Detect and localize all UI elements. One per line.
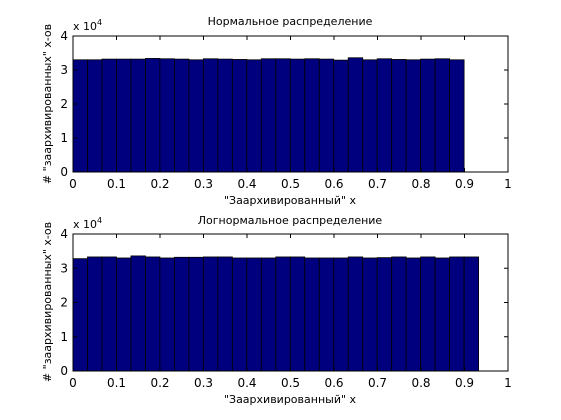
x-tick-label: 0.4 bbox=[237, 376, 256, 390]
x-tick-label: 0.9 bbox=[455, 376, 474, 390]
histogram-bar bbox=[275, 58, 291, 173]
histogram-bar bbox=[333, 257, 349, 372]
histogram-bar bbox=[333, 59, 349, 173]
y-tick-label: 0 bbox=[60, 165, 68, 179]
histogram-bar bbox=[434, 58, 451, 173]
histogram-bar bbox=[304, 58, 320, 173]
plot-normal: Нормальное распределение x 104 # "заархи… bbox=[41, 15, 512, 207]
histogram-bar bbox=[101, 256, 117, 372]
y-exponent-label: x 104 bbox=[73, 216, 102, 231]
histogram-bar bbox=[130, 255, 146, 372]
x-tick-label: 0.9 bbox=[455, 177, 474, 191]
y-exponent-label: x 104 bbox=[73, 18, 102, 33]
y-tick-label: 2 bbox=[60, 296, 68, 310]
histogram-bar bbox=[304, 257, 320, 372]
x-tick-label: 0.7 bbox=[368, 376, 387, 390]
histogram-bar bbox=[463, 256, 479, 372]
x-tick-label: 0.5 bbox=[281, 177, 300, 191]
y-tick-label: 1 bbox=[60, 131, 68, 145]
histogram-bar bbox=[405, 59, 422, 173]
histogram-bar bbox=[87, 256, 103, 372]
x-tick-label: 0.1 bbox=[107, 177, 126, 191]
histogram-bar bbox=[376, 58, 393, 173]
histogram-bar bbox=[159, 257, 175, 372]
histogram-bar bbox=[72, 59, 88, 173]
x-tick-label: 1 bbox=[504, 177, 512, 191]
histogram-bar bbox=[116, 58, 132, 173]
histogram-bar bbox=[246, 257, 262, 372]
x-axis-label: "Заархивированный" x bbox=[224, 393, 357, 406]
y-axis-label: # "заархивированных" x-ов bbox=[41, 24, 54, 184]
x-tick-label: 0.2 bbox=[150, 376, 169, 390]
y-tick-label: 4 bbox=[60, 227, 68, 241]
x-tick-label: 0.4 bbox=[237, 177, 256, 191]
histogram-bar bbox=[376, 257, 393, 372]
x-tick-label: 1 bbox=[504, 376, 512, 390]
histogram-bar bbox=[347, 57, 364, 173]
histogram-bar bbox=[420, 58, 436, 173]
histogram-bar bbox=[188, 59, 204, 173]
histogram-bar bbox=[391, 59, 407, 173]
y-tick-label: 3 bbox=[60, 261, 68, 275]
histogram-bar bbox=[289, 58, 306, 173]
histogram-bar bbox=[173, 256, 190, 372]
histogram-bar bbox=[246, 59, 262, 173]
x-tick-label: 0.8 bbox=[411, 376, 430, 390]
histogram-bar bbox=[116, 257, 132, 372]
histogram-bar bbox=[202, 58, 219, 173]
histogram-bar bbox=[318, 257, 335, 372]
y-tick-label: 2 bbox=[60, 97, 68, 111]
x-tick-label: 0 bbox=[69, 177, 77, 191]
histogram-bar bbox=[362, 257, 378, 372]
x-tick-label: 0.8 bbox=[411, 177, 430, 191]
histogram-bar bbox=[173, 58, 190, 173]
histogram-bar bbox=[289, 256, 306, 372]
histogram-bar bbox=[260, 257, 277, 372]
x-tick-label: 0.2 bbox=[150, 177, 169, 191]
histogram-bar bbox=[202, 256, 219, 372]
histogram-bar bbox=[420, 256, 436, 372]
histogram-bar bbox=[275, 256, 291, 372]
y-axis-label: # "заархивированных" x-ов bbox=[41, 222, 54, 382]
histogram-bar bbox=[217, 256, 233, 372]
histogram-bar bbox=[260, 58, 277, 173]
histogram-bar bbox=[188, 256, 204, 372]
histogram-bar bbox=[145, 256, 161, 372]
x-axis-label: "Заархивированный" x bbox=[224, 194, 357, 207]
y-tick-label: 3 bbox=[60, 63, 68, 77]
y-tick-label: 1 bbox=[60, 330, 68, 344]
histogram-bar bbox=[318, 58, 335, 173]
histogram-bar bbox=[405, 257, 422, 372]
histogram-bar bbox=[449, 59, 465, 173]
chart-title: Логнормальное распределение bbox=[198, 214, 383, 227]
histogram-bar bbox=[449, 256, 465, 372]
histogram-bar bbox=[391, 256, 407, 372]
histogram-bar bbox=[87, 59, 103, 173]
x-tick-label: 0 bbox=[69, 376, 77, 390]
histogram-bar bbox=[231, 59, 248, 173]
x-tick-label: 0.6 bbox=[324, 177, 343, 191]
histogram-bar bbox=[347, 256, 364, 372]
y-tick-label: 4 bbox=[60, 29, 68, 43]
histogram-bar bbox=[231, 257, 248, 372]
x-tick-label: 0.7 bbox=[368, 177, 387, 191]
histogram-bar bbox=[434, 257, 451, 372]
histogram-bar bbox=[101, 58, 117, 173]
histogram-bar bbox=[217, 58, 233, 173]
x-tick-label: 0.3 bbox=[194, 376, 213, 390]
histogram-bar bbox=[72, 258, 88, 372]
histogram-bar bbox=[362, 59, 378, 173]
chart-title: Нормальное распределение bbox=[208, 15, 373, 28]
histogram-bar bbox=[159, 58, 175, 173]
y-tick-label: 0 bbox=[60, 364, 68, 378]
x-tick-label: 0.3 bbox=[194, 177, 213, 191]
x-tick-label: 0.6 bbox=[324, 376, 343, 390]
x-tick-label: 0.1 bbox=[107, 376, 126, 390]
histogram-bar bbox=[130, 58, 146, 173]
plot-lognormal: Логнормальное распределение x 104 # "заа… bbox=[41, 214, 512, 406]
histogram-bar bbox=[145, 58, 161, 173]
x-tick-label: 0.5 bbox=[281, 376, 300, 390]
